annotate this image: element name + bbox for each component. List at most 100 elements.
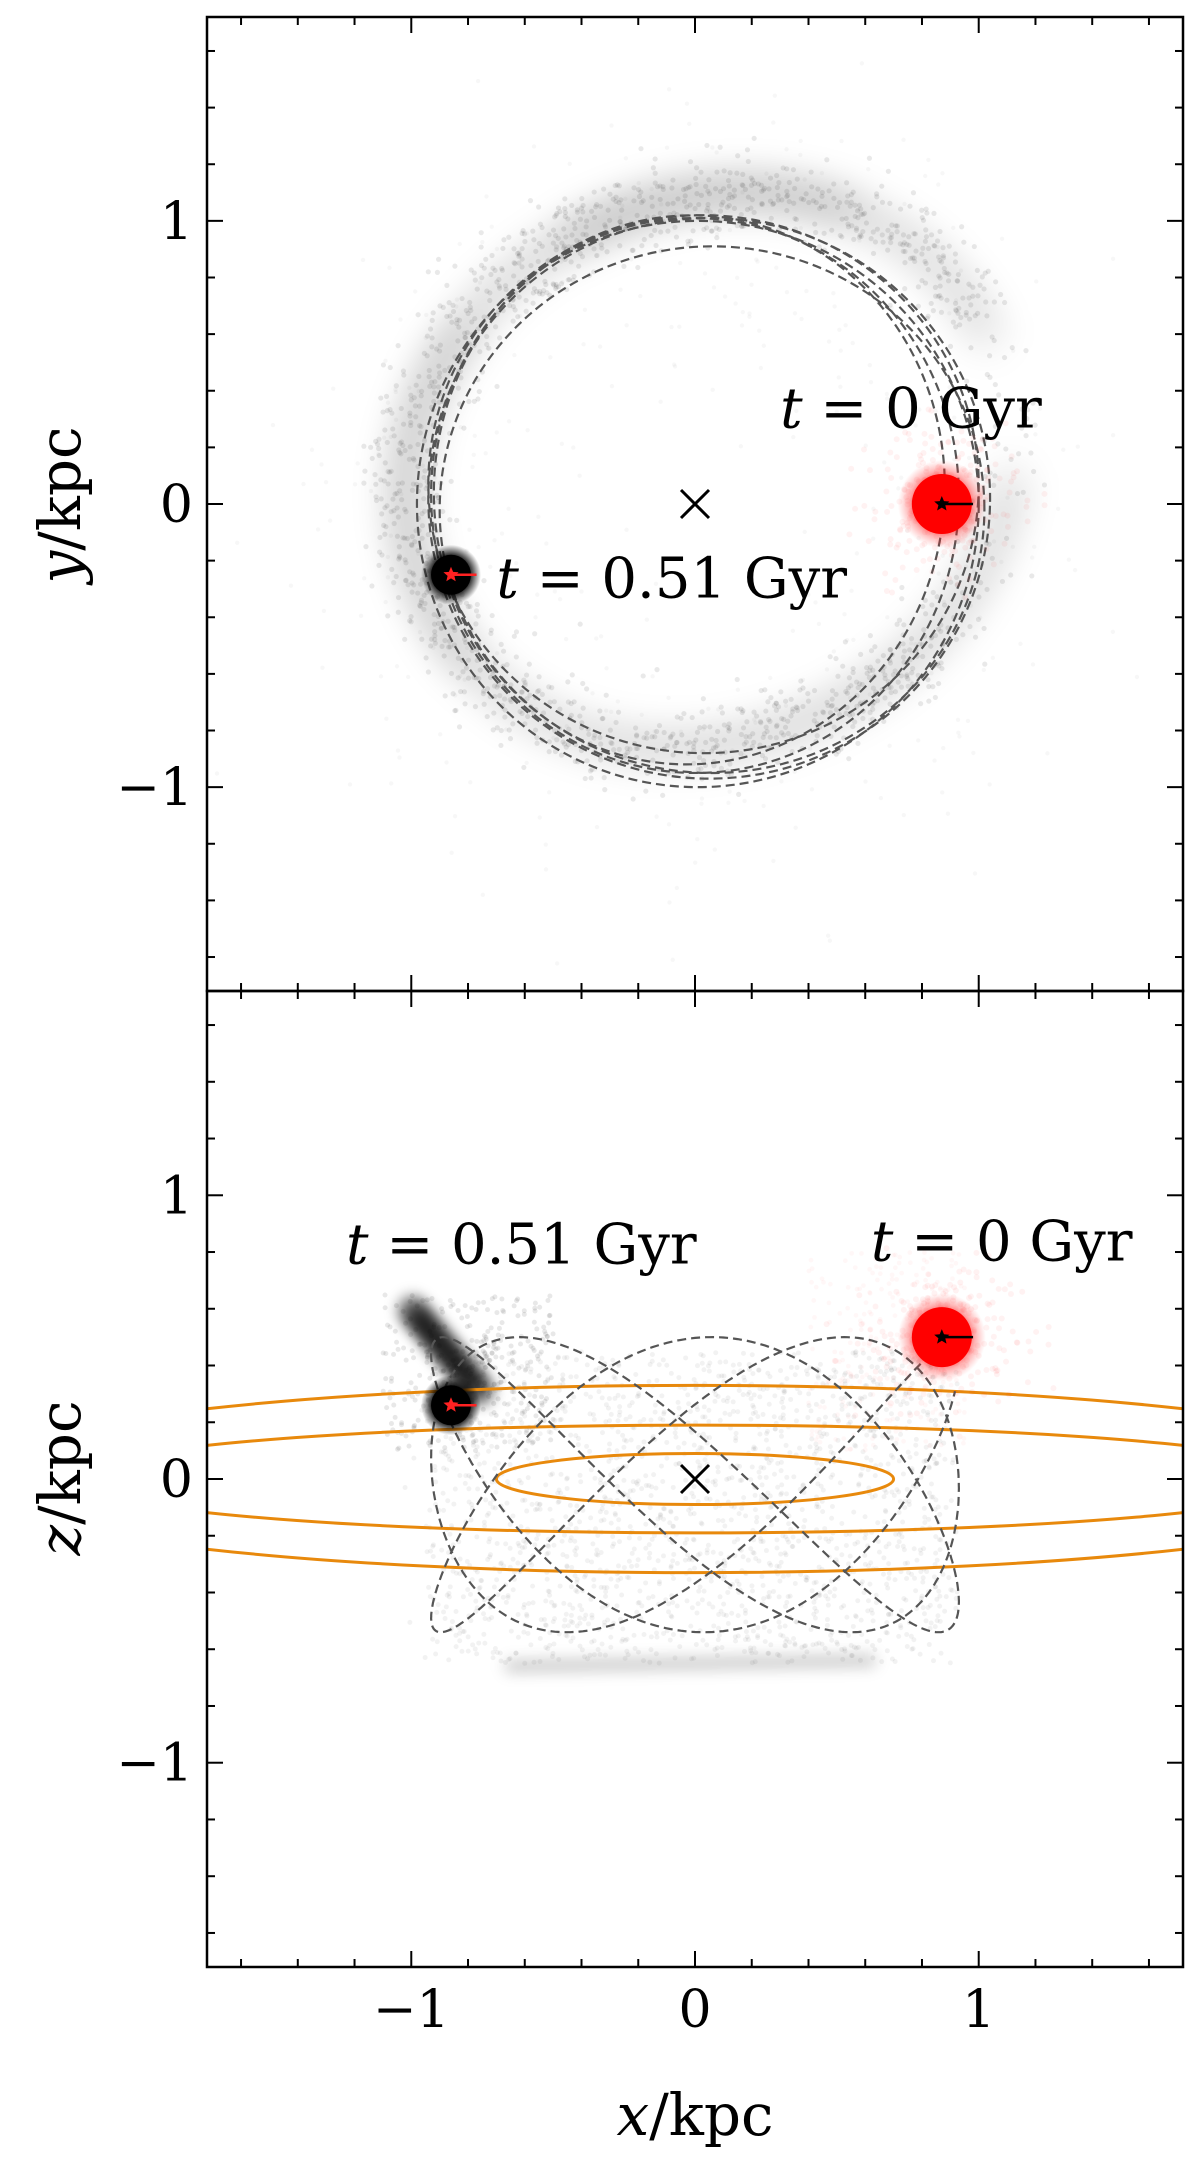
bottom-stream-particle xyxy=(769,1522,775,1528)
top-stream-particle xyxy=(483,256,489,262)
top-halo-particle xyxy=(525,231,529,235)
top-halo-particle xyxy=(387,266,391,270)
bottom-stream-particle xyxy=(614,1483,620,1489)
bottom-stream-particle xyxy=(829,1515,835,1521)
bottom-stream-particle xyxy=(603,1419,609,1425)
top-stream-particle xyxy=(920,217,927,223)
bottom-stream-particle xyxy=(466,1473,472,1479)
top-halo-particle xyxy=(384,717,388,721)
top-stream-particle xyxy=(860,211,866,217)
top-stream-particle xyxy=(580,209,586,215)
top-stream-particle xyxy=(378,395,384,401)
top-halo-particle xyxy=(322,609,326,613)
bottom-stream-particle xyxy=(939,1411,945,1417)
bottom-stream-particle xyxy=(781,1388,787,1394)
bottom-stream-particle xyxy=(721,1601,727,1607)
top-halo-particle xyxy=(923,174,927,178)
top-stream-particle xyxy=(917,641,923,647)
top-stream-particle xyxy=(576,263,582,269)
top-stream-particle xyxy=(992,381,998,388)
bottom-stream-particle xyxy=(608,1520,614,1526)
bottom-stream-particle xyxy=(440,1368,446,1374)
bottom-stream-particle xyxy=(556,1387,562,1393)
top-stream-particle xyxy=(724,204,730,210)
bottom-stream-particle xyxy=(511,1396,517,1402)
bottom-stream-particle xyxy=(672,1655,678,1661)
bottom-stream-particle xyxy=(852,1350,858,1356)
bottom-stream-particle xyxy=(523,1430,529,1436)
top-stream-particle xyxy=(940,245,946,251)
top-stream-particle xyxy=(462,636,468,642)
top-stream-particle xyxy=(868,236,874,242)
bottom-stream-particle xyxy=(750,1446,756,1452)
bottom-red-halo-particle xyxy=(839,1351,844,1356)
bottom-stream-particle xyxy=(809,1588,815,1594)
bottom-stream-particle xyxy=(612,1376,618,1382)
top-halo-particle xyxy=(847,279,851,283)
top-stream-particle xyxy=(894,621,900,627)
top-halo-particle xyxy=(324,480,328,484)
bottom-stream-particle xyxy=(934,1557,940,1563)
bottom-stream-particle xyxy=(748,1648,754,1654)
top-stream-particle xyxy=(887,200,893,206)
top-stream-particle xyxy=(553,284,559,290)
bottom-stream-particle xyxy=(592,1475,598,1481)
bottom-stream-particle xyxy=(700,1637,706,1643)
bottom-stream-particle xyxy=(629,1400,635,1406)
top-stream-particle xyxy=(849,223,855,229)
top-stream-particle xyxy=(459,295,465,302)
bottom-stream-particle xyxy=(718,1551,724,1557)
top-stream-particle xyxy=(584,758,590,764)
bottom-stream-particle xyxy=(627,1488,633,1494)
top-stream-particle xyxy=(454,517,460,523)
top-stream-particle xyxy=(490,727,496,733)
start-cluster-particle xyxy=(968,537,975,544)
top-stream-particle xyxy=(953,324,959,330)
bottom-stream-particle xyxy=(664,1455,670,1461)
top-halo-particle xyxy=(506,507,510,511)
top-stream-particle xyxy=(455,385,462,391)
bottom-stream-particle xyxy=(883,1509,889,1515)
top-stream-particle xyxy=(687,184,693,190)
start-cluster-particle xyxy=(988,528,995,535)
top-stream-particle xyxy=(686,739,692,745)
start-cluster-particle xyxy=(906,537,913,544)
top-stream-particle xyxy=(792,185,798,192)
bottom-stream-particle xyxy=(752,1659,758,1665)
top-halo-particle xyxy=(693,860,697,864)
top-halo-particle xyxy=(967,456,971,460)
top-stream-particle xyxy=(584,686,590,692)
top-stream-particle xyxy=(703,739,709,746)
top-halo-particle xyxy=(348,782,352,786)
bottom-stream-particle xyxy=(532,1542,538,1548)
bottom-stream-particle xyxy=(475,1300,481,1306)
bottom-stream-particle xyxy=(873,1416,879,1422)
bottom-stream-particle xyxy=(756,1367,762,1373)
top-halo-particle xyxy=(658,400,662,404)
top-stream-particle xyxy=(773,707,779,713)
bottom-stream-particle xyxy=(830,1472,836,1478)
top-stream-particle xyxy=(403,577,409,583)
bottom-stream-particle xyxy=(537,1506,543,1512)
bottom-stream-particle xyxy=(813,1448,819,1454)
bottom-stream-particle xyxy=(699,1521,705,1527)
top-stream-particle xyxy=(400,535,406,541)
bottom-stream-particle xyxy=(495,1460,501,1466)
bottom-stream-particle xyxy=(457,1638,463,1644)
start-cluster-particle xyxy=(946,575,953,582)
top-stream-particle xyxy=(638,199,645,205)
bottom-stream-particle xyxy=(661,1411,667,1417)
top-stream-particle xyxy=(561,245,567,251)
top-stream-particle xyxy=(547,699,553,705)
top-stream-particle xyxy=(863,220,870,226)
bottom-stream-particle xyxy=(846,1401,852,1407)
top-stream-particle xyxy=(533,248,539,254)
start-cluster-particle xyxy=(979,436,986,443)
top-halo-particle xyxy=(389,435,393,439)
start-cluster-particle xyxy=(945,439,952,446)
bottom-stream-particle xyxy=(392,1414,398,1420)
bottom-stream-particle xyxy=(588,1467,594,1473)
bottom-stream-particle xyxy=(789,1544,795,1550)
start-cluster-particle xyxy=(971,537,978,544)
top-stream-particle xyxy=(925,267,931,273)
